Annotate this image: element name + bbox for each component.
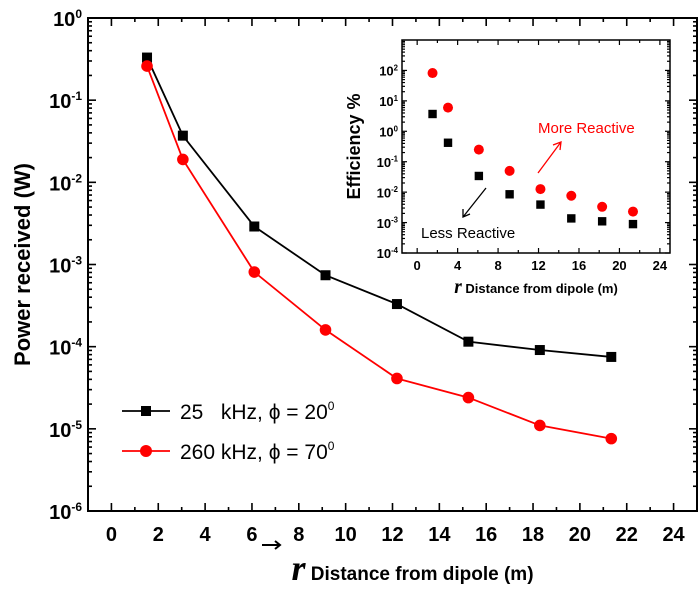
y-tick-label: 10-1	[377, 155, 399, 170]
series-line-0	[146, 57, 612, 358]
data-point-circle	[535, 184, 546, 195]
x-tick-label: 14	[428, 524, 451, 546]
legend-square-marker	[141, 406, 151, 416]
data-point-square	[463, 336, 474, 347]
arrow-down-left-icon	[462, 187, 487, 218]
y-tick-label: 100	[379, 124, 398, 139]
data-point-square	[536, 200, 545, 209]
x-tick-label: 22	[616, 524, 638, 546]
y-tick-label: 10-3	[377, 216, 399, 231]
x-tick-label: 12	[531, 258, 545, 273]
data-point-square	[443, 138, 453, 147]
data-point-circle	[504, 165, 515, 176]
data-point-square	[567, 214, 576, 223]
y-tick-label: 101	[379, 94, 398, 109]
legend-circle-marker	[140, 445, 152, 457]
data-point-square	[606, 351, 617, 362]
data-point-circle	[605, 432, 618, 445]
data-point-square	[534, 345, 545, 356]
x-tick-label: 8	[293, 524, 304, 546]
inset-chart: 0 4 8 12 16 20 24 102 101 100 10-1 10-2 10-3 10-4 r Di…	[344, 39, 671, 298]
data-point-circle	[443, 102, 454, 113]
x-tick-label: 20	[569, 524, 591, 546]
data-point-circle	[391, 372, 403, 385]
legend-item: 25 kHz, ϕ = 200	[122, 399, 335, 424]
data-point-square	[142, 52, 153, 63]
x-tick-label: 10	[335, 524, 357, 546]
x-tick-label: 0	[106, 524, 117, 546]
x-tick-label: 18	[522, 524, 544, 546]
y-tick-label: 102	[379, 63, 398, 78]
data-point-square	[177, 130, 188, 141]
y-tick-label: 10-6	[49, 500, 82, 524]
x-axis-label: r Distance from dipole (m)	[291, 548, 533, 588]
y-tick-label: 10-2	[49, 171, 82, 195]
y-tick-label: 10-4	[377, 246, 399, 261]
x-tick-label: 8	[494, 258, 501, 273]
y-tick-label: 100	[53, 7, 82, 31]
data-point-circle	[248, 266, 261, 278]
data-point-square	[505, 190, 514, 199]
x-tick-label: 24	[653, 258, 668, 273]
data-point-circle	[141, 60, 153, 72]
data-point-circle	[427, 68, 438, 79]
legend-label: 260 kHz, ϕ = 700	[180, 439, 335, 464]
y-tick-label: 10-4	[49, 336, 82, 360]
data-point-circle	[319, 324, 332, 336]
x-tick-label: 16	[475, 524, 497, 546]
data-point-square	[249, 221, 260, 232]
plot-frame	[401, 39, 671, 254]
data-point-circle	[627, 206, 638, 217]
legend: 25 kHz, ϕ = 200 260 kHz, ϕ = 700	[122, 399, 335, 464]
x-tick-label: 24	[662, 524, 685, 546]
data-point-circle	[177, 153, 189, 166]
data-point-circle	[473, 144, 484, 155]
data-point-square	[474, 171, 484, 181]
x-tick-label: 16	[572, 258, 586, 273]
y-tick-label: 10-5	[49, 418, 82, 442]
arrow-up-right-icon	[537, 141, 562, 174]
annotation-more-reactive: More Reactive	[538, 120, 635, 137]
data-point-square	[428, 109, 437, 119]
data-point-circle	[597, 201, 608, 212]
data-point-square	[597, 217, 607, 226]
x-tick-label: 20	[612, 258, 626, 273]
y-axis-label: Power received (W)	[10, 163, 35, 366]
data-point-square	[628, 219, 638, 229]
series-line-1	[146, 65, 612, 440]
x-tick-label: 12	[381, 524, 403, 546]
data-point-square	[320, 270, 331, 281]
x-tick-label: 2	[153, 524, 164, 546]
x-axis-label: r Distance from dipole (m)	[454, 277, 618, 298]
data-point-circle	[462, 391, 475, 404]
y-axis-label: Efficiency %	[344, 93, 364, 199]
y-tick-label: 10-1	[49, 89, 82, 113]
x-tick-label: 6	[246, 524, 257, 546]
vector-arrow-icon	[262, 540, 282, 550]
legend-item: 260 kHz, ϕ = 700	[122, 439, 335, 464]
x-tick-label: 4	[200, 524, 212, 546]
data-point-circle	[566, 190, 577, 201]
x-tick-label: 4	[454, 258, 462, 273]
y-tick-label: 10-2	[377, 185, 399, 200]
legend-label: 25 kHz, ϕ = 200	[180, 399, 335, 424]
data-point-square	[391, 299, 402, 310]
data-point-circle	[534, 419, 546, 432]
annotation-less-reactive: Less Reactive	[421, 225, 515, 242]
y-tick-label: 10-3	[49, 254, 82, 278]
x-tick-label: 0	[414, 258, 421, 273]
main-chart: 0 2 4 6 8 10 12 14 16 18 20 22 2410010-110-210-310-4…	[10, 7, 698, 588]
